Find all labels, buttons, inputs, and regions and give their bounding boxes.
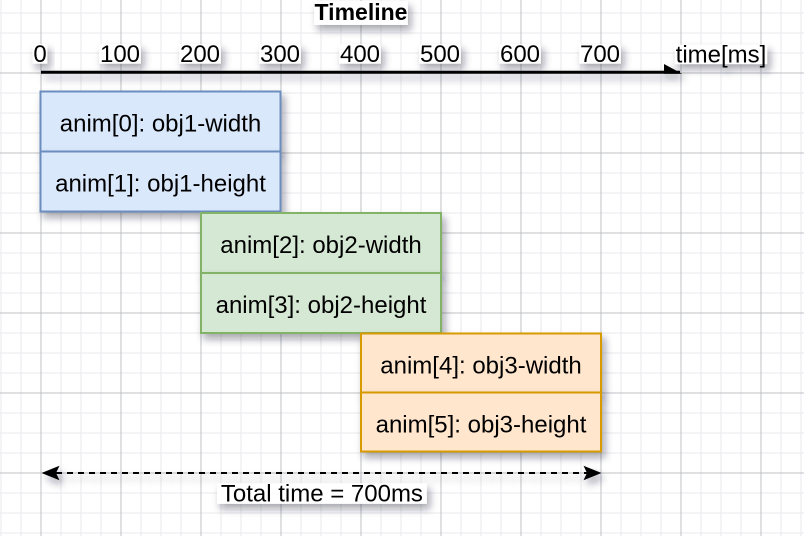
svg-text:600: 600	[500, 41, 540, 68]
svg-text:Timeline: Timeline	[315, 0, 408, 25]
svg-text:0: 0	[33, 41, 46, 68]
svg-text:anim[2]: obj2-width: anim[2]: obj2-width	[220, 232, 421, 259]
svg-text:700: 700	[580, 41, 620, 68]
svg-text:anim[0]: obj1-width: anim[0]: obj1-width	[60, 111, 261, 138]
svg-text:anim[5]: obj3-height: anim[5]: obj3-height	[376, 412, 587, 439]
svg-text:100: 100	[100, 41, 140, 68]
svg-text:400: 400	[340, 41, 380, 68]
svg-text:anim[4]: obj3-width: anim[4]: obj3-width	[380, 353, 581, 380]
svg-text:Total time = 700ms: Total time = 700ms	[221, 480, 423, 507]
svg-text:anim[3]: obj2-height: anim[3]: obj2-height	[216, 292, 427, 319]
svg-text:500: 500	[420, 41, 460, 68]
svg-text:anim[1]: obj1-height: anim[1]: obj1-height	[55, 171, 266, 198]
svg-text:time[ms]: time[ms]	[676, 42, 767, 69]
svg-text:200: 200	[180, 41, 220, 68]
svg-text:300: 300	[260, 41, 300, 68]
